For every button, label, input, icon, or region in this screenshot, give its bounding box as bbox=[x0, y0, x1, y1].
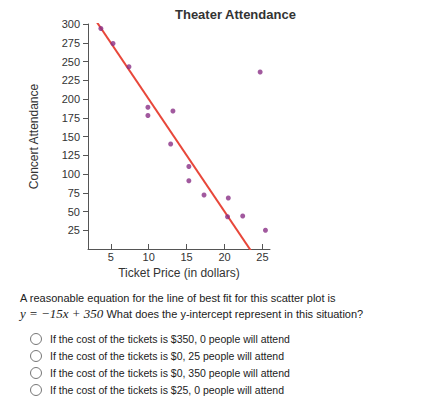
svg-text:125: 125 bbox=[62, 149, 80, 161]
svg-text:Ticket Price (in dollars): Ticket Price (in dollars) bbox=[118, 266, 240, 280]
svg-text:15: 15 bbox=[180, 251, 192, 263]
html-text:A reasonable equation for the: A reasonable equation for the line of be… bbox=[20, 292, 336, 304]
svg-text:25: 25 bbox=[68, 224, 80, 236]
svg-text:275: 275 bbox=[62, 37, 80, 49]
svg-text:5: 5 bbox=[108, 251, 114, 263]
svg-text:150: 150 bbox=[62, 131, 80, 143]
html-text:If the cost of the tickets is: If the cost of the tickets is $25, 0 peo… bbox=[50, 383, 285, 396]
svg-text:175: 175 bbox=[62, 112, 80, 124]
svg-text:225: 225 bbox=[62, 74, 80, 86]
html-text:y = −15x + 350 What does the y: y = −15x + 350 What does the y-intercept… bbox=[20, 306, 364, 321]
svg-text:250: 250 bbox=[62, 56, 80, 68]
svg-text:100: 100 bbox=[62, 168, 80, 180]
html-text:If the cost of the tickets is: If the cost of the tickets is $350, 0 pe… bbox=[50, 332, 290, 345]
svg-text:300: 300 bbox=[62, 18, 80, 30]
svg-text:200: 200 bbox=[62, 93, 80, 105]
svg-text:10: 10 bbox=[143, 251, 155, 263]
svg-text:Theater Attendance: Theater Attendance bbox=[175, 7, 296, 22]
svg-text:50: 50 bbox=[68, 206, 80, 218]
svg-text:20: 20 bbox=[218, 251, 230, 263]
svg-text:Concert Attendance: Concert Attendance bbox=[27, 83, 41, 189]
html-text:If the cost of the tickets is: If the cost of the tickets is $0, 350 pe… bbox=[50, 366, 290, 379]
svg-text:25: 25 bbox=[256, 251, 268, 263]
html-text:If the cost of the tickets is: If the cost of the tickets is $0, 25 peo… bbox=[50, 349, 285, 362]
svg-text:75: 75 bbox=[68, 187, 80, 199]
